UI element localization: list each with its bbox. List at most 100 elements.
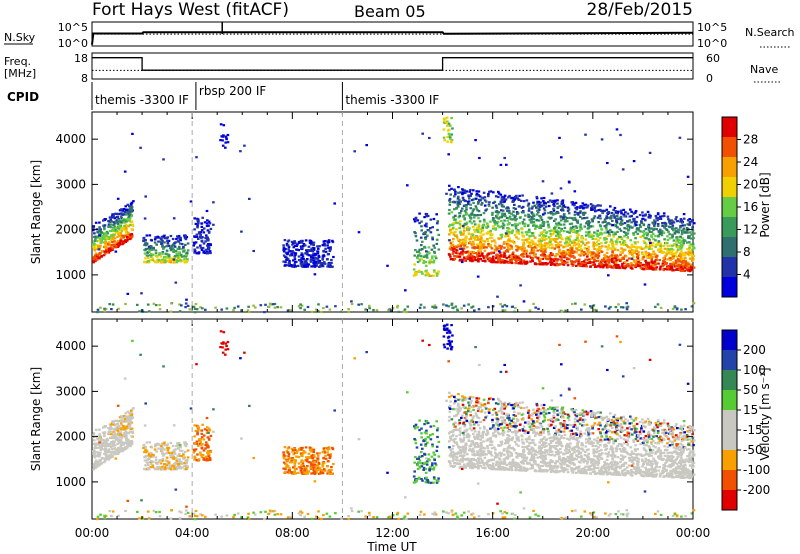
power-cell — [498, 203, 501, 206]
power-cell — [522, 255, 525, 258]
power-cell — [515, 248, 518, 251]
power-cell — [575, 226, 579, 229]
power-cell — [206, 244, 209, 247]
velocity-cell — [113, 432, 117, 435]
power-cell — [651, 256, 654, 259]
velocity-cell — [119, 443, 123, 446]
power-cell — [124, 239, 127, 242]
power-cell — [562, 263, 566, 266]
power-cell — [386, 264, 389, 267]
power-cell — [286, 252, 289, 255]
power-cell — [683, 224, 686, 227]
power-cell — [551, 213, 555, 216]
power-cell — [94, 235, 97, 238]
power-cell — [109, 238, 113, 241]
velocity-cell — [197, 458, 201, 461]
power-cell — [514, 307, 517, 310]
power-cell — [103, 309, 107, 313]
figure-title: Fort Hays West (fitACF) — [92, 0, 289, 20]
power-cell — [622, 230, 626, 234]
power-cell — [508, 215, 512, 218]
power-cell — [526, 224, 530, 227]
power-cell — [469, 259, 472, 262]
power-cell — [639, 266, 643, 269]
power-cell — [646, 210, 650, 213]
power-cell — [535, 197, 539, 200]
power-cell — [499, 254, 502, 257]
power-cell — [578, 211, 582, 214]
power-cell — [476, 255, 479, 258]
power-cell — [653, 219, 656, 222]
velocity-cell — [130, 413, 134, 416]
velocity-cell — [197, 444, 200, 447]
power-cell — [496, 261, 500, 264]
power-cell — [183, 258, 187, 261]
power-cell — [502, 198, 505, 201]
power-cell — [129, 237, 132, 240]
power-cell — [614, 211, 618, 214]
power-cell — [124, 223, 128, 226]
power-cell — [689, 250, 693, 253]
power-cell — [671, 224, 675, 227]
power-cell — [597, 233, 600, 236]
power-cell — [656, 212, 660, 215]
power-cell — [125, 230, 128, 234]
velocity-cell — [129, 430, 132, 433]
power-cell — [672, 229, 675, 232]
velocity-cell — [147, 454, 150, 457]
power-cell — [177, 236, 180, 239]
power-cell — [158, 308, 162, 311]
power-cell — [100, 250, 104, 253]
power-cell — [321, 258, 324, 261]
power-cell — [561, 254, 565, 257]
velocity-cell — [184, 442, 187, 445]
power-cell — [575, 259, 578, 262]
power-cell — [684, 251, 687, 254]
power-cell — [205, 236, 208, 240]
power-cell — [613, 231, 617, 234]
nsearch-label: N.Search — [745, 26, 795, 39]
power-cell — [173, 255, 177, 258]
power-cell — [288, 259, 291, 263]
power-cell — [430, 274, 433, 277]
power-cell — [518, 247, 522, 250]
power-cell — [489, 229, 492, 232]
power-cell — [290, 252, 293, 255]
velocity-cell — [105, 441, 108, 444]
power-cell — [575, 264, 578, 267]
power-cell — [657, 240, 661, 243]
power-cell — [634, 231, 638, 234]
velocity-cell — [153, 445, 157, 448]
power-cell — [466, 225, 470, 229]
power-cell — [322, 240, 326, 243]
power-cell — [597, 209, 601, 212]
power-cell — [535, 195, 539, 199]
power-cell — [468, 238, 471, 241]
power-cell — [627, 229, 630, 232]
power-cell — [564, 309, 567, 312]
power-cell — [635, 247, 639, 250]
power-cell — [98, 221, 101, 224]
velocity-cell — [119, 438, 123, 441]
power-cell — [514, 254, 517, 257]
velocity-cell — [123, 418, 127, 421]
power-cell — [471, 246, 474, 249]
power-cell — [175, 237, 178, 241]
power-cell — [678, 245, 681, 248]
power-cell — [123, 221, 126, 224]
velocity-cell — [129, 441, 132, 444]
power-cell — [552, 260, 556, 263]
power-cell — [192, 305, 196, 308]
power-cell — [579, 264, 583, 267]
velocity-cell — [153, 468, 157, 471]
power-cell — [115, 229, 119, 232]
power-cell — [543, 250, 546, 253]
power-cell — [550, 211, 554, 214]
power-cell — [219, 139, 222, 142]
power-cell — [633, 220, 637, 223]
power-cell — [611, 242, 614, 245]
power-cell — [643, 283, 647, 286]
power-cell — [460, 260, 464, 264]
power-cell — [530, 221, 534, 224]
power-cell — [579, 205, 582, 208]
